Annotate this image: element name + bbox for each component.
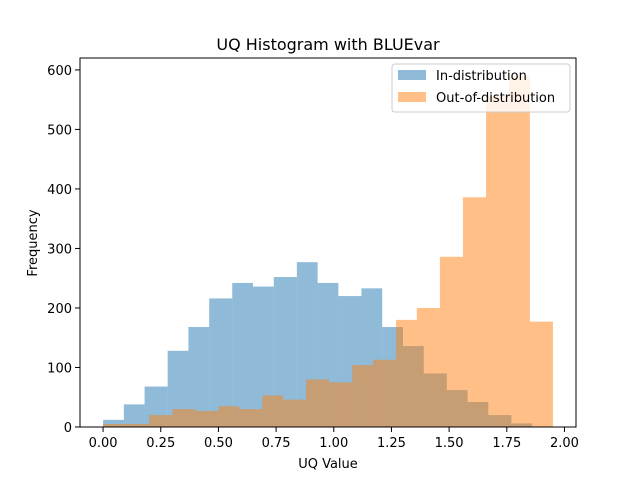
x-tick-label: 1.75 [492, 436, 521, 451]
y-tick-label: 500 [47, 123, 72, 138]
y-tick-label: 300 [47, 242, 72, 257]
legend-swatch-in-distribution [398, 70, 426, 80]
legend-swatch-out-of-distribution [398, 92, 426, 102]
y-tick-label: 600 [47, 64, 72, 79]
bar-series-1-bin-12 [396, 319, 417, 427]
y-axis: 0 100 200 300 400 500 600 [47, 64, 80, 436]
bar-series-0-bin-8 [273, 277, 297, 427]
legend-label-out-of-distribution: Out-of-distribution [436, 91, 555, 106]
x-axis-label: UQ Value [298, 457, 358, 472]
x-tick-label: 1.00 [319, 436, 348, 451]
x-tick-label: 0.75 [262, 436, 291, 451]
bar-series-1-bin-18 [529, 321, 553, 427]
bar-series-1-bin-0 [103, 424, 150, 427]
legend-box [391, 63, 571, 113]
bar-series-0-bin-0 [103, 419, 124, 427]
bar-series-1-bin-1 [149, 415, 173, 427]
bar-series-0-bin-6 [232, 282, 254, 427]
bar-series-1-bin-3 [195, 410, 219, 427]
x-tick-label: 2.00 [550, 436, 579, 451]
x-tick-label: 0.50 [204, 436, 233, 451]
y-tick-label: 200 [47, 302, 72, 317]
bar-series-1-bin-15 [462, 197, 487, 427]
bar-series-1-bin-17 [509, 75, 530, 428]
legend: In-distribution Out-of-distribution [391, 63, 571, 113]
bar-series-1-bin-9 [329, 382, 353, 427]
plot-frame [79, 57, 577, 428]
x-tick-label: 0.25 [146, 436, 175, 451]
y-axis-label: Frequency [26, 209, 41, 276]
bar-series-1-bin-14 [439, 256, 463, 427]
bar-series-1-bin-4 [218, 406, 240, 427]
bar-series-1-bin-7 [283, 399, 307, 427]
x-axis: 0.00 0.25 0.50 0.75 1.00 1.25 1.50 1.75 2.00 [89, 427, 579, 451]
bar-series-1-bin-6 [262, 395, 284, 427]
plot-area [103, 75, 553, 428]
x-tick-label: 1.25 [377, 436, 406, 451]
chart-title: UQ Histogram with BLUEvar [216, 35, 440, 54]
bar-series-0-bin-3 [167, 350, 189, 427]
bar-series-0-bin-4 [188, 327, 210, 427]
bar-series-1-bin-11 [372, 359, 397, 427]
y-tick-label: 0 [64, 421, 72, 436]
bar-series-1-bin-16 [486, 96, 510, 427]
bar-series-0-bin-1 [123, 404, 145, 427]
bar-series-1-bin-8 [306, 379, 330, 427]
bar-series-1-bin-13 [416, 307, 440, 427]
bar-series-0-bin-7 [253, 286, 274, 427]
bar-series-1-bin-2 [172, 409, 196, 427]
x-tick-label: 0.00 [89, 436, 118, 451]
bar-series-1-bin-10 [352, 365, 373, 427]
bar-series-0-bin-5 [209, 298, 233, 427]
bar-series-1-bin-5 [239, 409, 263, 427]
x-tick-label: 1.50 [435, 436, 464, 451]
legend-label-in-distribution: In-distribution [436, 69, 527, 84]
y-tick-label: 100 [47, 361, 72, 376]
y-tick-label: 400 [47, 183, 72, 198]
